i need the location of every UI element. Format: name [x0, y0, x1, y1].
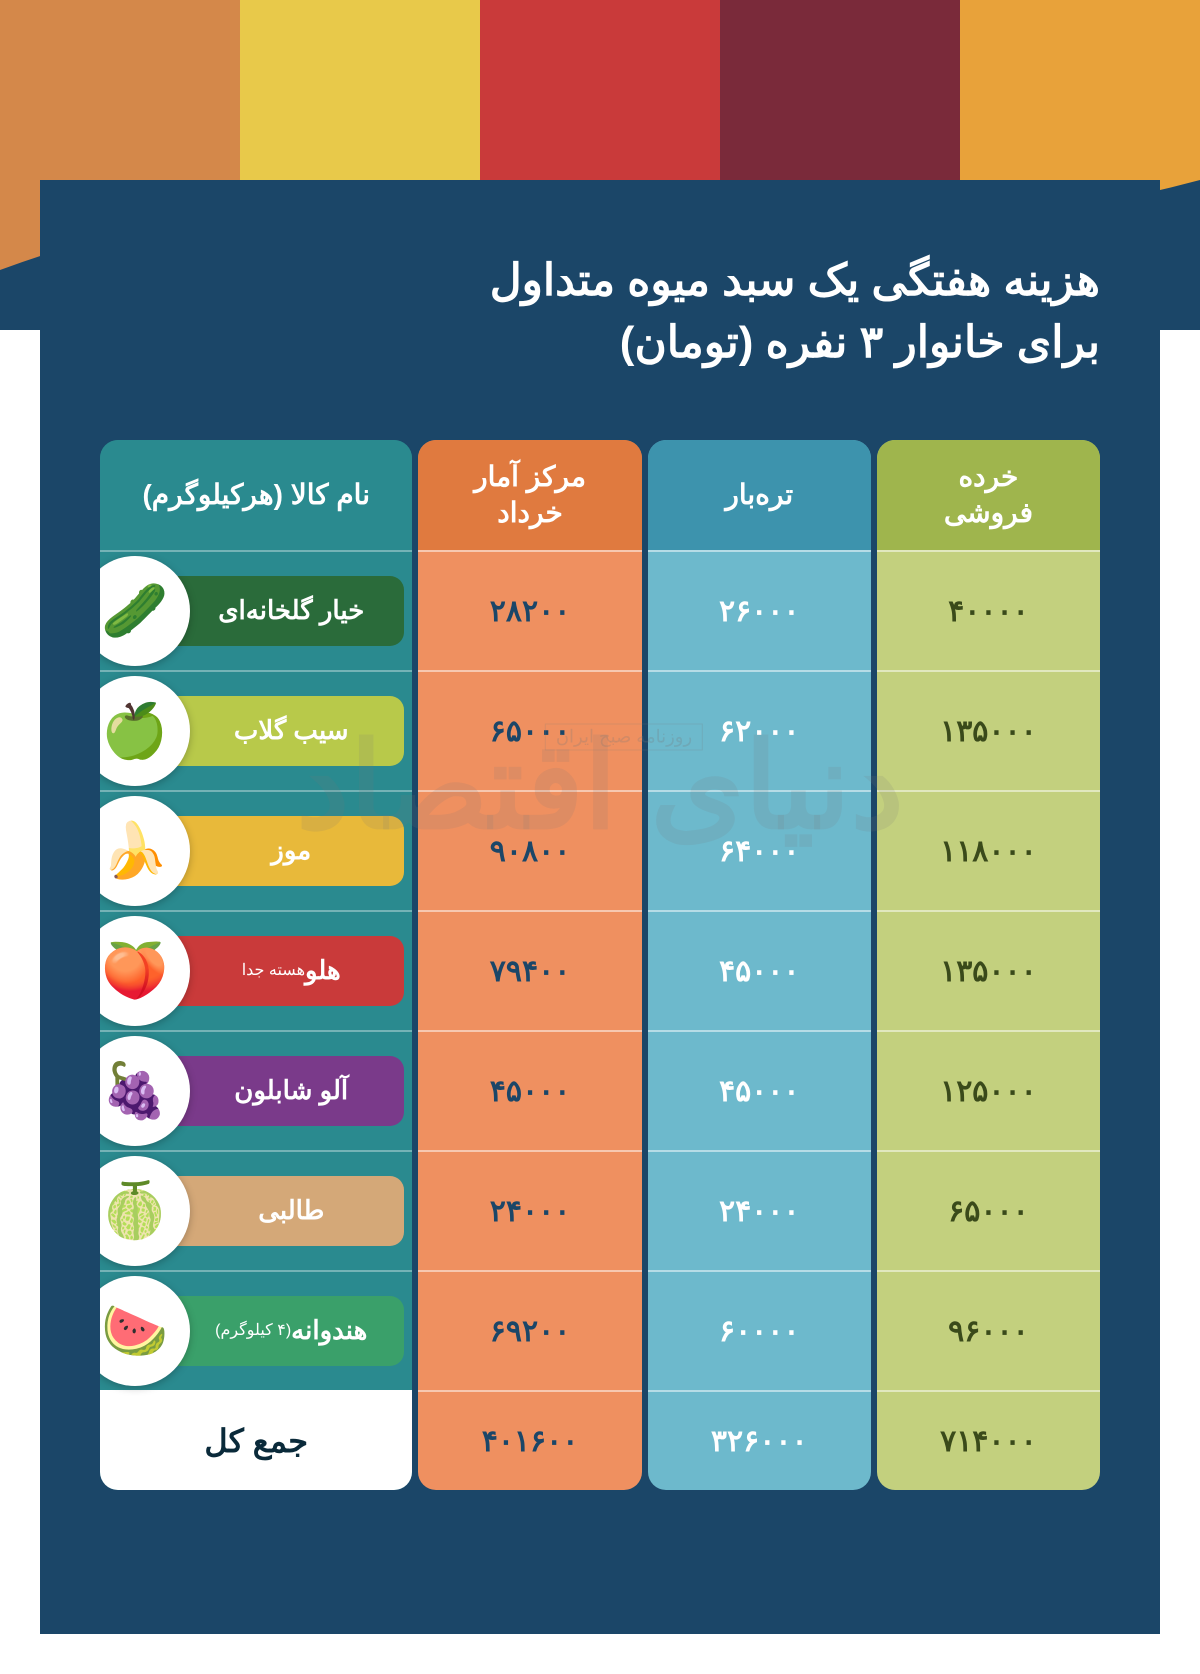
total-cell-stats: ۴۰۱۶۰۰	[418, 1390, 641, 1490]
fruit-icon: 🍑	[100, 916, 190, 1026]
product-row: طالبی🍈	[100, 1150, 412, 1270]
price-cell-retail: ۱۳۵۰۰۰	[877, 670, 1100, 790]
total-cell-retail: ۷۱۴۰۰۰	[877, 1390, 1100, 1490]
header-product-name: نام کالا (هرکیلوگرم)	[100, 440, 412, 550]
total-cell-market: ۳۲۶۰۰۰	[648, 1390, 871, 1490]
fruit-icon: 🥒	[100, 556, 190, 666]
price-table: نام کالا (هرکیلوگرم) خیار گلخانه‌ای🥒سیب …	[100, 440, 1100, 1490]
fruit-icon: 🍏	[100, 676, 190, 786]
header-retail: خرده فروشی	[877, 440, 1100, 550]
fruit-icon: 🍈	[100, 1156, 190, 1266]
price-cell-stats: ۴۵۰۰۰	[418, 1030, 641, 1150]
column-stats-center: مرکز آمار خرداد ۲۸۲۰۰۶۵۰۰۰۹۰۸۰۰۷۹۴۰۰۴۵۰۰…	[418, 440, 641, 1490]
price-cell-retail: ۶۵۰۰۰	[877, 1150, 1100, 1270]
price-cell-market: ۶۲۰۰۰	[648, 670, 871, 790]
product-row: سیب گلاب🍏	[100, 670, 412, 790]
price-cell-market: ۲۴۰۰۰	[648, 1150, 871, 1270]
price-cell-stats: ۶۹۲۰۰	[418, 1270, 641, 1390]
price-cell-retail: ۱۲۵۰۰۰	[877, 1030, 1100, 1150]
fruit-icon: 🍉	[100, 1276, 190, 1386]
price-cell-market: ۶۴۰۰۰	[648, 790, 871, 910]
price-cell-stats: ۹۰۸۰۰	[418, 790, 641, 910]
infographic-page: هزینه هفتگی یک سبد میوه متداول برای خانو…	[0, 0, 1200, 1674]
price-cell-market: ۴۵۰۰۰	[648, 910, 871, 1030]
price-cell-stats: ۲۸۲۰۰	[418, 550, 641, 670]
title-block: هزینه هفتگی یک سبد میوه متداول برای خانو…	[490, 250, 1100, 373]
product-row: آلو شابلون🍇	[100, 1030, 412, 1150]
price-cell-stats: ۷۹۴۰۰	[418, 910, 641, 1030]
price-cell-retail: ۱۳۵۰۰۰	[877, 910, 1100, 1030]
product-row: خیار گلخانه‌ای🥒	[100, 550, 412, 670]
column-market: تره‌بار ۲۶۰۰۰۶۲۰۰۰۶۴۰۰۰۴۵۰۰۰۴۵۰۰۰۲۴۰۰۰۶۰…	[648, 440, 871, 1490]
price-cell-market: ۶۰۰۰۰	[648, 1270, 871, 1390]
price-cell-retail: ۴۰۰۰۰	[877, 550, 1100, 670]
product-row: موز🍌	[100, 790, 412, 910]
price-cell-stats: ۲۴۰۰۰	[418, 1150, 641, 1270]
column-retail: خرده فروشی ۴۰۰۰۰۱۳۵۰۰۰۱۱۸۰۰۰۱۳۵۰۰۰۱۲۵۰۰۰…	[877, 440, 1100, 1490]
fruit-icon: 🍇	[100, 1036, 190, 1146]
title-line-1: هزینه هفتگی یک سبد میوه متداول	[490, 250, 1100, 312]
header-stats-center: مرکز آمار خرداد	[418, 440, 641, 550]
price-cell-market: ۲۶۰۰۰	[648, 550, 871, 670]
product-row: هندوانه(۴ کیلوگرم)🍉	[100, 1270, 412, 1390]
price-cell-retail: ۱۱۸۰۰۰	[877, 790, 1100, 910]
price-cell-stats: ۶۵۰۰۰	[418, 670, 641, 790]
header-market: تره‌بار	[648, 440, 871, 550]
product-row: هلوهسته جدا🍑	[100, 910, 412, 1030]
title-line-2: برای خانوار ۳ نفره (تومان)	[490, 312, 1100, 374]
total-label: جمع کل	[100, 1390, 412, 1490]
price-cell-market: ۴۵۰۰۰	[648, 1030, 871, 1150]
column-product-name: نام کالا (هرکیلوگرم) خیار گلخانه‌ای🥒سیب …	[100, 440, 412, 1490]
price-cell-retail: ۹۶۰۰۰	[877, 1270, 1100, 1390]
fruit-icon: 🍌	[100, 796, 190, 906]
